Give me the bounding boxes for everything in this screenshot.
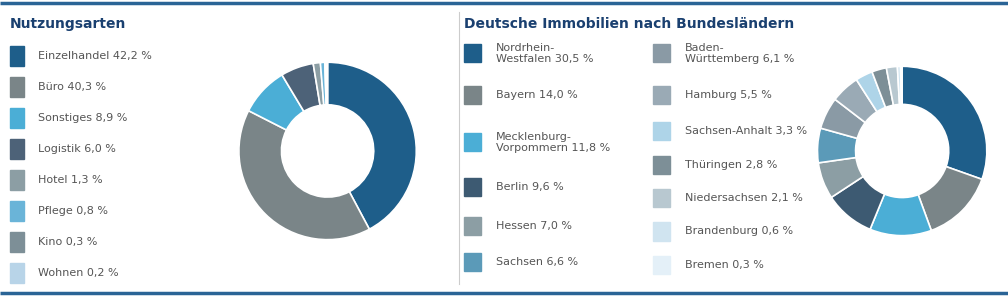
FancyBboxPatch shape: [10, 202, 23, 221]
Text: Bremen 0,3 %: Bremen 0,3 %: [684, 260, 764, 270]
Text: Wohnen 0,2 %: Wohnen 0,2 %: [38, 268, 119, 278]
FancyBboxPatch shape: [653, 122, 670, 140]
FancyBboxPatch shape: [10, 78, 23, 97]
Wedge shape: [282, 63, 321, 111]
Text: Logistik 6,0 %: Logistik 6,0 %: [38, 144, 116, 154]
Wedge shape: [817, 128, 858, 163]
Text: Thüringen 2,8 %: Thüringen 2,8 %: [684, 160, 777, 170]
Wedge shape: [327, 62, 328, 105]
FancyBboxPatch shape: [464, 44, 482, 62]
FancyBboxPatch shape: [653, 156, 670, 174]
Text: Brandenburg 0,6 %: Brandenburg 0,6 %: [684, 226, 793, 237]
FancyBboxPatch shape: [464, 133, 482, 152]
Text: Sachsen-Anhalt 3,3 %: Sachsen-Anhalt 3,3 %: [684, 126, 807, 136]
Text: Niedersachsen 2,1 %: Niedersachsen 2,1 %: [684, 193, 802, 203]
FancyBboxPatch shape: [653, 86, 670, 104]
Text: Pflege 0,8 %: Pflege 0,8 %: [38, 206, 108, 216]
FancyBboxPatch shape: [653, 44, 670, 62]
Text: Bayern 14,0 %: Bayern 14,0 %: [496, 90, 578, 100]
Wedge shape: [328, 62, 416, 229]
Wedge shape: [832, 176, 884, 229]
Wedge shape: [886, 66, 899, 105]
FancyBboxPatch shape: [10, 108, 23, 128]
Wedge shape: [821, 99, 865, 139]
Text: Berlin 9,6 %: Berlin 9,6 %: [496, 182, 563, 192]
Text: Baden-
Württemberg 6,1 %: Baden- Württemberg 6,1 %: [684, 43, 794, 64]
Text: Mecklenburg-
Vorpommern 11,8 %: Mecklenburg- Vorpommern 11,8 %: [496, 132, 610, 153]
Wedge shape: [918, 167, 982, 231]
Wedge shape: [870, 194, 931, 236]
FancyBboxPatch shape: [10, 139, 23, 159]
FancyBboxPatch shape: [10, 170, 23, 190]
Text: Hotel 1,3 %: Hotel 1,3 %: [38, 175, 103, 185]
Wedge shape: [872, 68, 893, 107]
Wedge shape: [325, 62, 327, 105]
Text: Nordrhein-
Westfalen 30,5 %: Nordrhein- Westfalen 30,5 %: [496, 43, 594, 64]
FancyBboxPatch shape: [10, 232, 23, 252]
Wedge shape: [900, 66, 902, 104]
Text: Sonstiges 8,9 %: Sonstiges 8,9 %: [38, 113, 128, 123]
Text: Hessen 7,0 %: Hessen 7,0 %: [496, 221, 572, 231]
Wedge shape: [239, 111, 369, 240]
Text: Deutsche Immobilien nach Bundesländern: Deutsche Immobilien nach Bundesländern: [464, 17, 794, 31]
Text: Nutzungsarten: Nutzungsarten: [10, 17, 126, 31]
FancyBboxPatch shape: [653, 256, 670, 274]
Wedge shape: [313, 62, 324, 105]
Wedge shape: [897, 66, 901, 104]
Text: Kino 0,3 %: Kino 0,3 %: [38, 237, 98, 247]
Wedge shape: [818, 157, 863, 197]
Text: Hamburg 5,5 %: Hamburg 5,5 %: [684, 90, 772, 100]
Wedge shape: [249, 75, 303, 130]
FancyBboxPatch shape: [10, 263, 23, 283]
FancyBboxPatch shape: [653, 222, 670, 241]
Wedge shape: [835, 80, 877, 123]
FancyBboxPatch shape: [464, 217, 482, 235]
FancyBboxPatch shape: [10, 46, 23, 66]
Wedge shape: [857, 72, 886, 112]
Text: Sachsen 6,6 %: Sachsen 6,6 %: [496, 257, 578, 267]
Text: Büro 40,3 %: Büro 40,3 %: [38, 82, 107, 92]
FancyBboxPatch shape: [464, 86, 482, 104]
FancyBboxPatch shape: [464, 178, 482, 196]
FancyBboxPatch shape: [653, 189, 670, 207]
Wedge shape: [902, 66, 987, 179]
Text: Einzelhandel 42,2 %: Einzelhandel 42,2 %: [38, 51, 152, 61]
Wedge shape: [321, 62, 327, 105]
FancyBboxPatch shape: [464, 253, 482, 271]
